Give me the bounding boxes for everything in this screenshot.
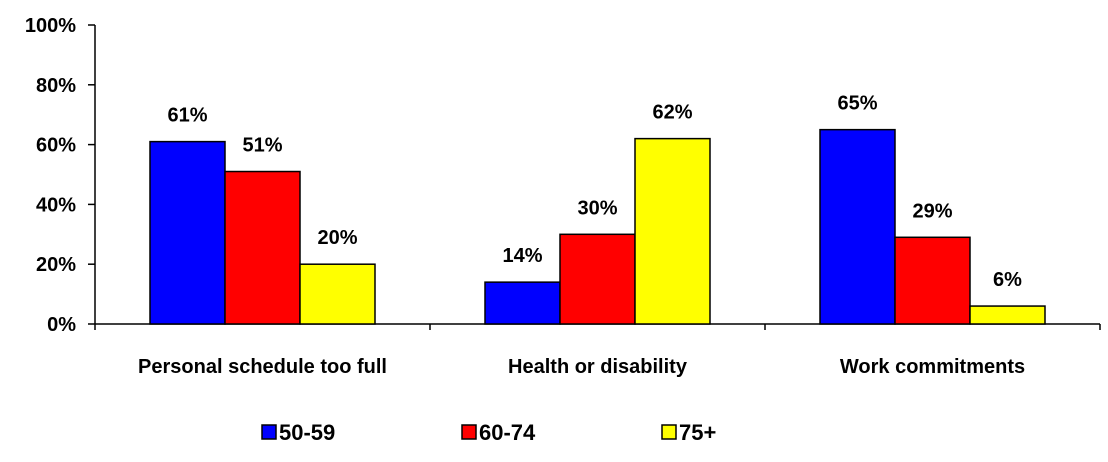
data-label: 62% (652, 102, 692, 124)
bar (149, 140, 226, 325)
chart-bars (149, 128, 1046, 325)
data-label: 65% (837, 93, 877, 115)
legend-swatch (261, 424, 277, 440)
bar (484, 281, 561, 325)
chart-axes: 0% 20% 40% 60% 80% 100% Personal schedule too … (25, 15, 1101, 378)
data-label: 20% (317, 227, 357, 249)
data-label: 14% (502, 245, 542, 267)
data-label: 30% (577, 197, 617, 219)
bar (224, 170, 301, 325)
legend-label: 50-59 (279, 420, 335, 445)
data-label: 6% (993, 269, 1022, 291)
legend-swatch (661, 424, 677, 440)
data-label: 61% (167, 105, 207, 127)
chart-data-labels: 61% 51% 20% 14% 30% 62% 65% 29% 6% (167, 93, 1022, 291)
bar (559, 233, 636, 325)
y-tick-label: 80% (36, 75, 76, 97)
y-tick-label: 60% (36, 135, 76, 157)
bar (634, 137, 711, 325)
y-tick-label: 0% (47, 314, 76, 336)
x-category-label: Personal schedule too full (138, 356, 387, 378)
bar (969, 305, 1046, 325)
legend-label: 75+ (679, 420, 716, 445)
bar (819, 128, 896, 325)
y-tick-label: 100% (25, 15, 76, 37)
data-label: 51% (242, 135, 282, 157)
x-category-label: Work commitments (840, 356, 1025, 378)
bar (299, 263, 376, 325)
data-label: 29% (912, 200, 952, 222)
y-tick-label: 40% (36, 194, 76, 216)
bar (894, 236, 971, 325)
legend-label: 60-74 (479, 420, 536, 445)
chart-legend: 50-59 60-74 75+ (261, 420, 716, 445)
legend-swatch (461, 424, 477, 440)
y-tick-label: 20% (36, 254, 76, 276)
x-category-label: Health or disability (508, 356, 688, 378)
